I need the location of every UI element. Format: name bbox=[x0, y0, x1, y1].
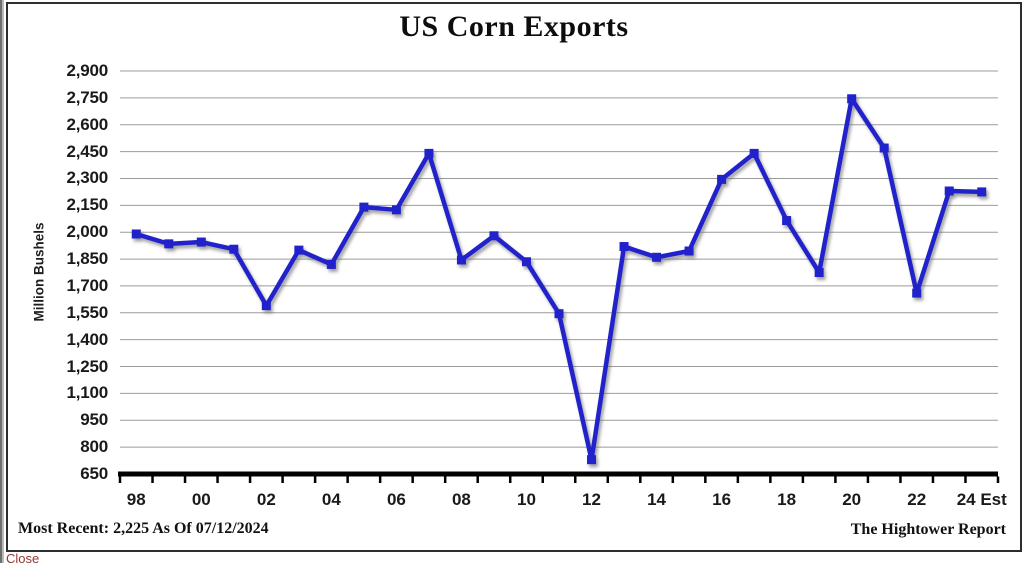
y-tick-label: 1,850 bbox=[66, 249, 108, 269]
data-series bbox=[131, 94, 987, 465]
x-tick-label: 20 bbox=[842, 490, 862, 509]
x-tick-label: 12 bbox=[582, 490, 601, 509]
source-credit: The Hightower Report bbox=[850, 521, 1006, 538]
data-point bbox=[131, 229, 141, 239]
x-tick-label: 06 bbox=[386, 490, 406, 509]
window-edge-strip bbox=[0, 0, 4, 563]
data-point bbox=[652, 252, 662, 262]
data-point bbox=[456, 255, 466, 265]
y-tick-label: 2,300 bbox=[66, 168, 108, 188]
data-line bbox=[134, 96, 984, 462]
x-tick-label: 10 bbox=[517, 490, 536, 509]
x-tick-label: 00 bbox=[191, 490, 211, 509]
y-axis-title: Million Bushels bbox=[31, 222, 47, 322]
y-tick-label: 1,550 bbox=[66, 302, 108, 322]
data-point bbox=[879, 143, 889, 153]
data-point bbox=[977, 187, 987, 197]
data-point bbox=[294, 245, 304, 255]
y-tick-label: 800 bbox=[80, 437, 108, 457]
y-tick-label: 1,400 bbox=[66, 329, 108, 349]
data-point bbox=[489, 231, 499, 241]
y-tick-label: 1,100 bbox=[66, 383, 108, 403]
data-point bbox=[424, 148, 434, 158]
x-tick-label: 24 Est bbox=[956, 490, 1007, 509]
y-tick-label: 650 bbox=[80, 464, 108, 483]
x-tick-label: 08 bbox=[451, 490, 471, 509]
y-tick-label: 1,700 bbox=[66, 275, 108, 295]
data-point bbox=[326, 259, 336, 269]
x-tick-label: 14 bbox=[647, 490, 666, 509]
data-point bbox=[391, 205, 401, 215]
chart-frame: US Corn Exports bbox=[6, 2, 1022, 552]
y-tick-label: 2,600 bbox=[66, 114, 108, 134]
most-recent-note: Most Recent: 2,225 As Of 07/12/2024 bbox=[18, 520, 269, 537]
y-tick-label: 2,750 bbox=[66, 87, 108, 107]
data-point bbox=[196, 237, 206, 247]
data-point bbox=[261, 301, 271, 311]
data-point bbox=[749, 148, 759, 158]
y-tick-label: 2,450 bbox=[66, 141, 108, 161]
x-tick-label: 98 bbox=[126, 490, 146, 509]
chart-title: US Corn Exports bbox=[399, 10, 629, 43]
x-tick-label: 22 bbox=[907, 490, 927, 509]
data-point bbox=[814, 268, 824, 277]
data-point bbox=[164, 239, 174, 249]
x-tick-label: 16 bbox=[712, 490, 732, 509]
data-point bbox=[587, 455, 597, 465]
data-point bbox=[944, 186, 954, 196]
x-tick-label: 04 bbox=[321, 490, 341, 509]
y-tick-label: 2,900 bbox=[66, 61, 108, 80]
data-point bbox=[521, 257, 531, 267]
y-tick-label: 950 bbox=[80, 410, 108, 430]
data-point bbox=[554, 309, 564, 319]
data-point bbox=[619, 242, 629, 252]
data-point bbox=[912, 288, 922, 298]
data-point bbox=[717, 174, 727, 184]
y-tick-label: 1,250 bbox=[66, 356, 108, 376]
close-link[interactable]: Close bbox=[6, 551, 40, 566]
y-tick-label: 2,150 bbox=[66, 195, 108, 215]
data-point bbox=[782, 216, 792, 226]
y-tick-label: 2,000 bbox=[66, 222, 108, 242]
data-point bbox=[847, 94, 857, 104]
x-tick-label: 18 bbox=[777, 490, 797, 509]
data-point bbox=[359, 202, 369, 212]
data-point bbox=[229, 244, 239, 254]
x-tick-label: 02 bbox=[256, 490, 276, 509]
data-point bbox=[684, 246, 694, 256]
